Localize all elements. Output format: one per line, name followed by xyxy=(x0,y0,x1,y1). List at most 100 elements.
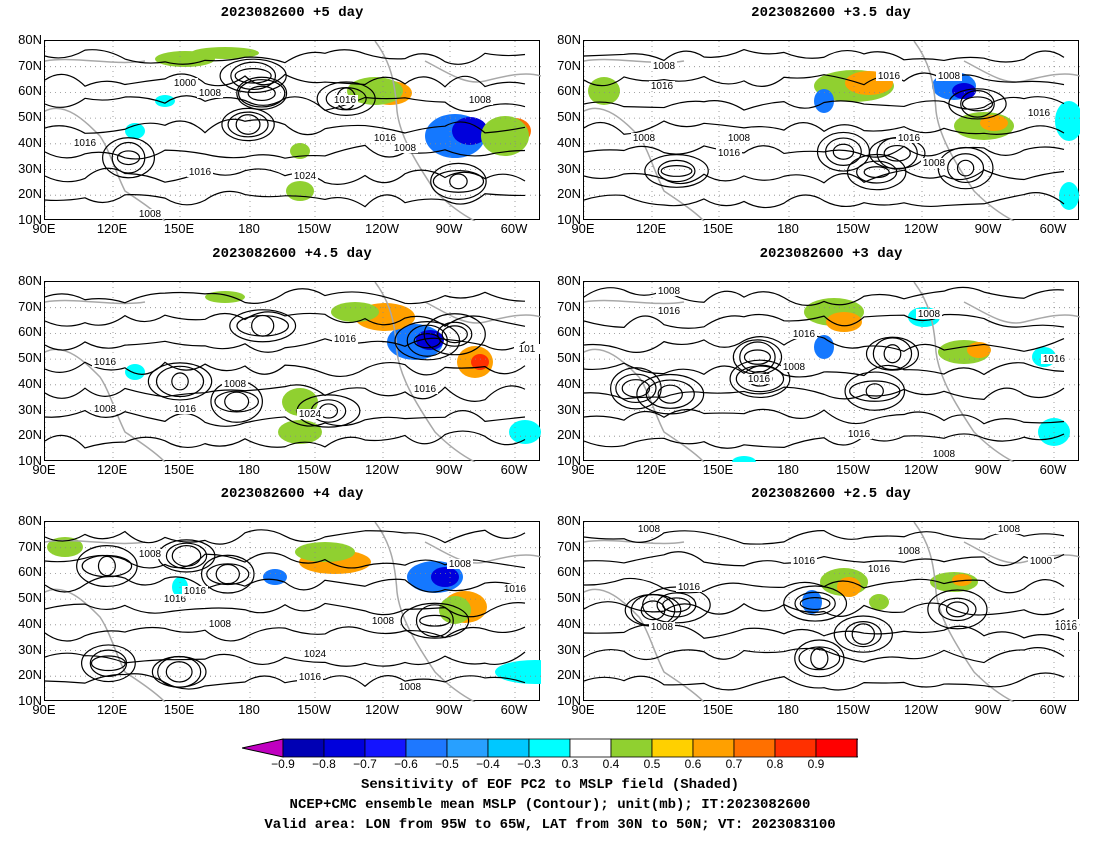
longitude-label: 90E xyxy=(24,702,64,717)
colorbar-level-label: −0.8 xyxy=(306,757,342,771)
mslp-contour xyxy=(928,590,987,629)
longitude-label: 60W xyxy=(494,221,534,236)
contour-label: 1000 xyxy=(1030,556,1053,567)
colorbar-level-label: −0.7 xyxy=(347,757,383,771)
map-panel: 1000 1008 1016 1016 1016 1008 1008 1024 1008 1016 xyxy=(44,40,540,220)
latitude-label: 80N xyxy=(8,32,42,47)
longitude-label: 120W xyxy=(901,702,941,717)
colorbar-segment xyxy=(570,739,611,757)
mslp-contour xyxy=(646,380,694,408)
contour-label: 1008 xyxy=(199,88,222,99)
contour-label: 1016 xyxy=(898,133,921,144)
latitude-label: 50N xyxy=(8,109,42,124)
mslp-contour xyxy=(172,546,200,567)
mslp-contour xyxy=(864,167,889,178)
contour-label: 1008 xyxy=(224,379,247,390)
contour-label: 1016 xyxy=(868,564,891,575)
contour-label: 1008 xyxy=(394,143,417,154)
latitude-label: 40N xyxy=(547,616,581,631)
contour-label: 1016 xyxy=(878,71,901,82)
map-canvas: 100810161016100810161008101610161008 xyxy=(584,282,1080,462)
colorbar-level-label: 0.4 xyxy=(593,757,629,771)
contour-label: 1016 xyxy=(174,404,197,415)
longitude-label: 150W xyxy=(294,221,334,236)
longitude-label: 60W xyxy=(1033,702,1073,717)
contour-label: 1016 xyxy=(414,384,437,395)
longitude-label: 120E xyxy=(92,702,132,717)
sensitivity-shade xyxy=(509,420,541,444)
longitude-label: 60W xyxy=(1033,462,1073,477)
longitude-label: 90W xyxy=(968,462,1008,477)
mslp-contour xyxy=(45,627,525,641)
longitude-label: 120W xyxy=(362,462,402,477)
longitude-label: 120E xyxy=(631,702,671,717)
contour-label: 1008 xyxy=(933,449,956,460)
latitude-label: 30N xyxy=(547,642,581,657)
sensitivity-shade xyxy=(125,364,145,380)
mslp-contour xyxy=(845,372,904,410)
map-canvas: 1000100810161016101610081008102410081016 xyxy=(45,41,541,221)
longitude-label: 90E xyxy=(563,462,603,477)
panel-title: 2023082600 +5 day xyxy=(42,5,542,21)
map-panel: 1008 1016 1016 1008 1008 1008 1016 1016 1016 1008 xyxy=(583,40,1079,220)
map-canvas: 1008101610081016101610161008100810001016 xyxy=(584,522,1080,702)
sensitivity-shade xyxy=(331,302,379,322)
mslp-contour xyxy=(237,316,288,336)
contour-label: 1008 xyxy=(372,616,395,627)
colorbar-segment xyxy=(365,739,406,757)
latitude-label: 70N xyxy=(547,58,581,73)
sensitivity-shade xyxy=(205,291,245,303)
map-panel: 1016 1008 1016 1008 1016 1024 1016 101 xyxy=(44,281,540,461)
panel-title: 2023082600 +2.5 day xyxy=(581,486,1081,502)
longitude-label: 180 xyxy=(229,462,269,477)
contour-label: 1008 xyxy=(653,61,676,72)
colorbar-segment xyxy=(652,739,693,757)
contour-label: 1016 xyxy=(848,429,871,440)
contour-label: 1016 xyxy=(1055,622,1078,633)
longitude-label: 180 xyxy=(229,221,269,236)
mslp-contour xyxy=(252,315,274,336)
longitude-label: 150E xyxy=(159,702,199,717)
latitude-label: 40N xyxy=(8,135,42,150)
contour-label: 1016 xyxy=(718,148,741,159)
longitude-label: 180 xyxy=(768,221,808,236)
mslp-contour xyxy=(431,163,486,199)
longitude-label: 60W xyxy=(494,462,534,477)
mslp-contour xyxy=(873,338,911,370)
latitude-label: 30N xyxy=(8,161,42,176)
mslp-contour xyxy=(231,62,276,89)
contour-label: 1008 xyxy=(638,524,661,535)
colorbar-level-label: 0.8 xyxy=(757,757,793,771)
longitude-label: 150W xyxy=(294,462,334,477)
longitude-label: 180 xyxy=(229,702,269,717)
caption-line-1: Sensitivity of EOF PC2 to MSLP field (Sh… xyxy=(0,777,1100,793)
longitude-label: 150W xyxy=(833,221,873,236)
mslp-contour xyxy=(207,564,249,585)
latitude-label: 60N xyxy=(547,83,581,98)
colorbar-segment xyxy=(775,739,816,757)
contour-label: 1008 xyxy=(923,158,946,169)
latitude-label: 30N xyxy=(547,402,581,417)
latitude-label: 70N xyxy=(8,58,42,73)
mslp-contour xyxy=(658,385,682,403)
mslp-contour xyxy=(45,530,525,544)
sensitivity-shade xyxy=(980,115,1008,131)
contour-label: 1016 xyxy=(793,556,816,567)
colorbar-level-label: −0.3 xyxy=(511,757,547,771)
longitude-label: 90E xyxy=(24,221,64,236)
colorbar-segment xyxy=(324,739,365,757)
contour-label: 1008 xyxy=(469,95,492,106)
colorbar-segment xyxy=(406,739,447,757)
latitude-label: 40N xyxy=(547,135,581,150)
latitude-label: 80N xyxy=(547,273,581,288)
latitude-label: 30N xyxy=(547,161,581,176)
sensitivity-shade xyxy=(263,569,287,585)
mslp-contour xyxy=(45,338,525,352)
longitude-label: 180 xyxy=(768,462,808,477)
mslp-contour xyxy=(239,80,285,107)
mslp-contour xyxy=(584,363,1064,377)
latitude-label: 20N xyxy=(8,186,42,201)
colorbar-level-label: 0.5 xyxy=(634,757,670,771)
longitude-label: 150W xyxy=(833,702,873,717)
